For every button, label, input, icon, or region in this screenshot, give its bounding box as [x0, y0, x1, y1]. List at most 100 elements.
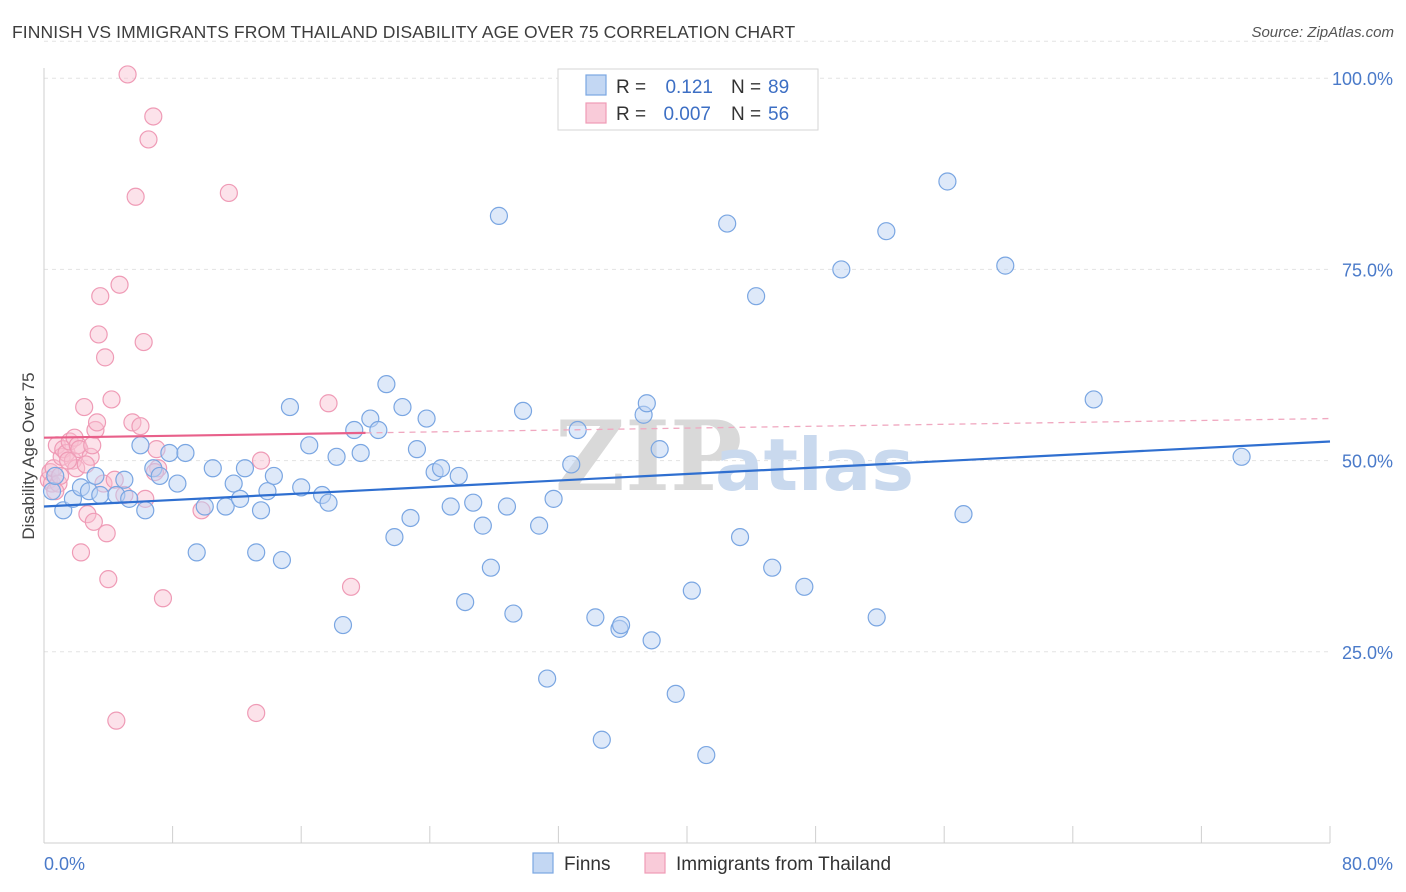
data-point-thailand [84, 512, 103, 531]
data-point-finns [351, 443, 370, 463]
data-point-finns [46, 466, 65, 486]
data-point-thailand [251, 451, 271, 470]
y-tick-label: 50.0% [1342, 452, 1393, 472]
bottom-legend-swatch-finns [532, 852, 554, 874]
bottom-legend-finns: Finns [564, 854, 610, 875]
data-point-finns [481, 558, 500, 577]
data-point-finns [91, 485, 110, 505]
data-point-finns [251, 501, 271, 520]
y-tick-label: 100.0% [1332, 69, 1393, 89]
bottom-legend: Finns Immigrants from Thailand [532, 852, 891, 875]
data-point-finns [938, 172, 957, 191]
data-point-finns [417, 409, 436, 428]
data-point-finns [195, 497, 214, 516]
legend-n-value-finns: 89 [768, 77, 789, 98]
grid-lines [44, 40, 1330, 653]
data-point-finns [497, 497, 517, 516]
data-point-thailand [247, 703, 266, 723]
data-point-finns [333, 615, 353, 635]
legend-n-value-thailand: 56 [768, 104, 789, 125]
data-point-finns [235, 459, 255, 478]
data-point-finns [538, 669, 557, 688]
data-point-finns [86, 466, 105, 486]
legend-r-label-finns: R = [616, 77, 646, 98]
legend-swatch-finns [585, 74, 607, 96]
data-point-finns [231, 489, 250, 508]
data-point-thailand [71, 543, 91, 562]
x-tick-label-max: 80.0% [1342, 854, 1393, 874]
x-tick-labels: 0.0% 80.0% [44, 854, 1393, 874]
data-point-finns [642, 631, 661, 650]
data-point-finns [385, 527, 404, 547]
data-point-thailand [139, 130, 158, 149]
y-axis-label: Disability Age Over 75 [19, 372, 38, 539]
legend-n-label-thailand: N = [731, 104, 761, 125]
data-point-finns [42, 482, 62, 501]
data-point-finns [747, 287, 766, 306]
bottom-legend-thailand: Immigrants from Thailand [676, 854, 891, 875]
legend-r-label-thailand: R = [616, 104, 646, 125]
trend-line-thailand-solid [43, 431, 366, 439]
y-tick-label: 75.0% [1342, 260, 1393, 280]
data-point-thailand [219, 183, 238, 203]
data-point-finns [504, 604, 523, 623]
data-point-thailand [144, 107, 163, 126]
data-point-finns [369, 420, 388, 440]
data-point-finns [666, 684, 685, 703]
data-point-thailand [110, 275, 129, 294]
legend-n-label-finns: N = [731, 77, 761, 98]
data-point-finns [258, 482, 277, 501]
axes [43, 68, 1331, 844]
data-point-finns [136, 501, 155, 520]
data-point-thailand [59, 451, 78, 470]
data-point-thailand [97, 524, 116, 543]
data-point-finns [763, 558, 782, 577]
data-point-finns [292, 478, 311, 497]
data-point-finns [377, 375, 396, 394]
x-tick-label-min: 0.0% [44, 854, 85, 874]
data-point-finns [795, 577, 814, 596]
data-point-thailand [118, 65, 137, 84]
chart-source: Source: ZipAtlas.com [1251, 24, 1394, 41]
series-finns-points [42, 172, 1251, 765]
data-point-finns [150, 466, 169, 486]
data-point-finns [489, 206, 509, 225]
data-point-thailand [75, 397, 94, 417]
data-point-finns [431, 459, 451, 478]
data-point-finns [247, 543, 266, 562]
data-point-finns [464, 493, 483, 512]
data-point-thailand [91, 287, 110, 306]
data-point-thailand [87, 413, 107, 432]
data-point-finns [401, 508, 420, 528]
legend-r-value-thailand: 0.007 [663, 104, 711, 125]
data-point-finns [592, 730, 611, 749]
data-point-finns [877, 222, 896, 241]
data-point-finns [1084, 390, 1103, 409]
data-point-finns [280, 397, 300, 417]
data-point-finns [456, 592, 475, 612]
data-point-thailand [134, 332, 153, 352]
data-point-finns [327, 447, 346, 466]
data-point-finns [730, 527, 750, 547]
data-point-finns [718, 214, 737, 233]
data-point-finns [168, 474, 187, 493]
chart-title: FINNISH VS IMMIGRANTS FROM THAILAND DISA… [12, 22, 796, 42]
data-point-thailand [95, 348, 115, 367]
data-point-finns [954, 505, 973, 524]
data-point-finns [544, 489, 563, 508]
data-point-finns [832, 260, 851, 279]
data-point-finns [264, 466, 283, 486]
trend-line-thailand-dashed [365, 417, 1331, 434]
data-point-finns [224, 474, 243, 493]
legend-r-value-finns: 0.121 [665, 77, 713, 98]
data-point-finns [562, 455, 581, 474]
data-point-finns [203, 459, 222, 478]
watermark: ZIP atlas [555, 400, 914, 513]
y-tick-label: 25.0% [1342, 643, 1393, 663]
data-point-finns [682, 581, 701, 600]
data-point-thailand [99, 570, 118, 589]
legend-swatch-thailand [585, 102, 607, 124]
data-point-finns [120, 489, 139, 508]
data-point-finns [513, 401, 533, 421]
data-point-finns [176, 443, 195, 463]
